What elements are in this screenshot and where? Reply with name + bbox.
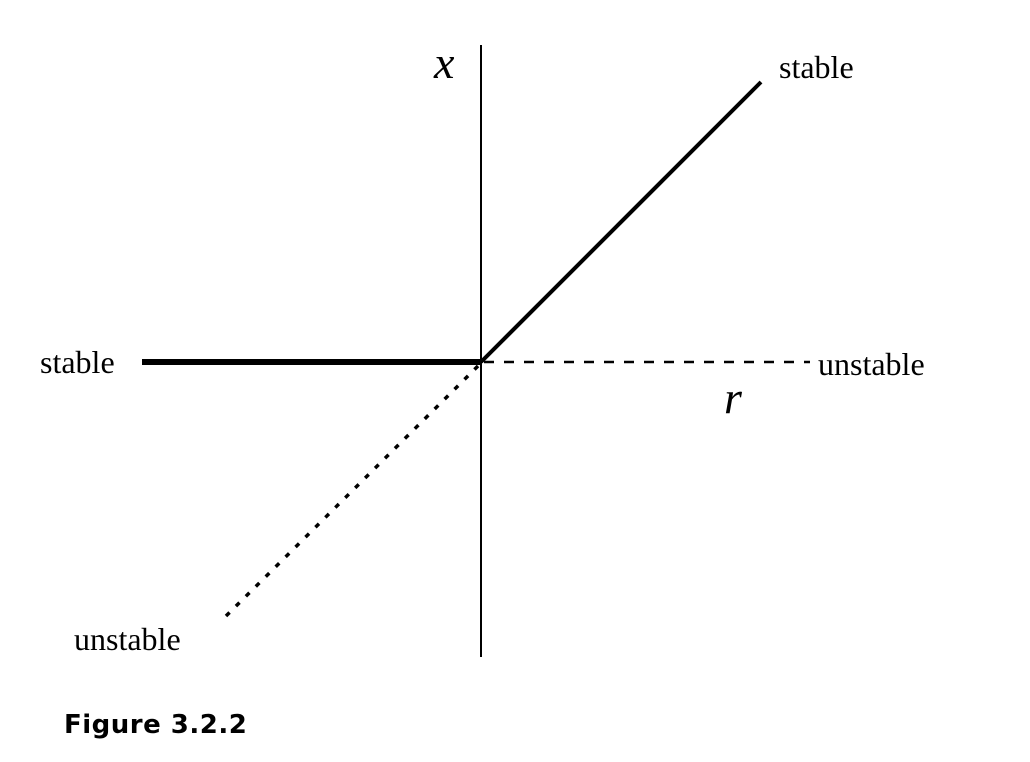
horizontal-axis-label: r (724, 372, 743, 423)
vertical-axis-label: x (433, 37, 455, 88)
label-stable-upper-right: stable (779, 49, 854, 85)
figure-caption: Figure 3.2.2 (64, 710, 248, 740)
label-unstable-right: unstable (818, 346, 925, 382)
label-stable-left: stable (40, 344, 115, 380)
branch-stable-diagonal (479, 80, 763, 364)
label-unstable-lower-left: unstable (74, 621, 181, 657)
branch-unstable-diagonal (220, 364, 480, 622)
